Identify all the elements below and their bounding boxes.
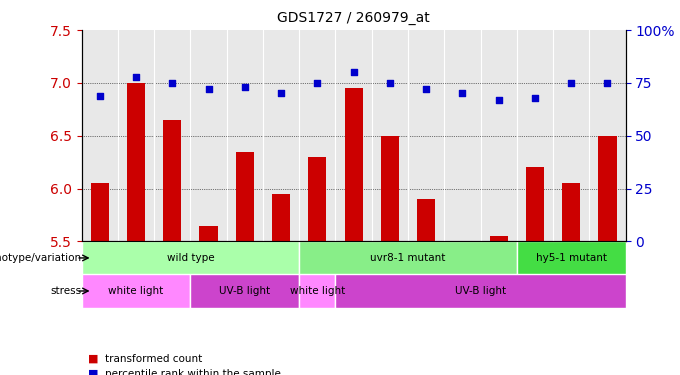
Bar bbox=[598, 136, 617, 242]
Bar bbox=[381, 136, 399, 242]
Title: GDS1727 / 260979_at: GDS1727 / 260979_at bbox=[277, 11, 430, 25]
Bar bbox=[308, 157, 326, 242]
FancyBboxPatch shape bbox=[299, 274, 335, 308]
Text: stress: stress bbox=[50, 286, 82, 296]
Bar bbox=[562, 183, 580, 242]
Bar bbox=[345, 88, 362, 242]
Text: genotype/variation: genotype/variation bbox=[0, 253, 82, 263]
Point bbox=[457, 90, 468, 96]
Text: ■: ■ bbox=[88, 369, 99, 375]
Point bbox=[384, 80, 395, 86]
FancyBboxPatch shape bbox=[299, 242, 517, 274]
Bar bbox=[90, 183, 109, 242]
Point bbox=[95, 93, 105, 99]
Point bbox=[348, 69, 359, 75]
Text: wild type: wild type bbox=[167, 253, 214, 263]
Text: transformed count: transformed count bbox=[105, 354, 203, 364]
Point bbox=[530, 94, 541, 100]
Point bbox=[421, 86, 432, 92]
Text: white light: white light bbox=[290, 286, 345, 296]
Text: uvr8-1 mutant: uvr8-1 mutant bbox=[371, 253, 445, 263]
Text: UV-B light: UV-B light bbox=[219, 286, 271, 296]
Bar bbox=[163, 120, 182, 242]
Bar bbox=[236, 152, 254, 242]
Point bbox=[131, 74, 141, 80]
Bar bbox=[417, 199, 435, 242]
Point bbox=[312, 80, 323, 86]
Text: white light: white light bbox=[108, 286, 164, 296]
FancyBboxPatch shape bbox=[82, 242, 299, 274]
Point bbox=[167, 80, 177, 86]
Point bbox=[275, 90, 286, 96]
FancyBboxPatch shape bbox=[335, 274, 626, 308]
Text: ■: ■ bbox=[88, 354, 99, 364]
FancyBboxPatch shape bbox=[190, 274, 299, 308]
Text: hy5-1 mutant: hy5-1 mutant bbox=[536, 253, 607, 263]
Bar bbox=[199, 226, 218, 242]
Bar bbox=[490, 236, 508, 242]
FancyBboxPatch shape bbox=[82, 274, 190, 308]
FancyBboxPatch shape bbox=[517, 242, 626, 274]
Point bbox=[493, 97, 504, 103]
Text: UV-B light: UV-B light bbox=[455, 286, 506, 296]
Bar bbox=[127, 83, 145, 242]
Bar bbox=[272, 194, 290, 242]
Bar bbox=[526, 167, 544, 242]
Point bbox=[566, 80, 577, 86]
Text: percentile rank within the sample: percentile rank within the sample bbox=[105, 369, 282, 375]
Point bbox=[203, 86, 214, 92]
Point bbox=[239, 84, 250, 90]
Point bbox=[602, 80, 613, 86]
